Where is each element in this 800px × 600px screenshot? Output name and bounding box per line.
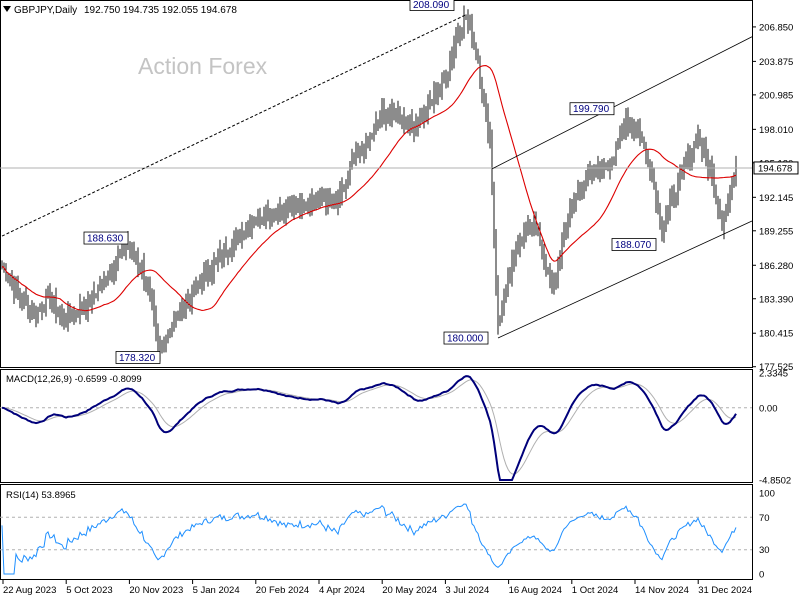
price-annotation-box — [443, 331, 489, 345]
price-tick-label: 177.525 — [759, 362, 793, 373]
chart-ohlc: 192.750 194.735 192.055 194.678 — [84, 5, 237, 16]
current-price-box — [753, 161, 799, 175]
price-tick-label: 189.255 — [759, 226, 793, 237]
price-annotation-box — [569, 102, 615, 116]
rsi-layer — [0, 503, 752, 575]
chart-symbol: GBPJPY,Daily — [14, 5, 77, 16]
macd-line — [1, 375, 737, 481]
price-tick-label: 186.280 — [759, 261, 793, 272]
price-tick-label: 180.415 — [759, 329, 793, 340]
date-tick-label: 14 Nov 2024 — [635, 585, 689, 596]
date-tick-label: 20 May 2024 — [382, 585, 437, 596]
rsi-panel-frame — [0, 484, 753, 580]
rsi-tick-label: 100 — [759, 489, 775, 500]
price-tick-label: 203.875 — [759, 57, 793, 68]
channel-upper-line — [491, 36, 753, 170]
current-price-label: 194.678 — [758, 163, 792, 174]
rsi-tick-label: 30 — [759, 545, 770, 556]
price-annotation-label: 180.000 — [447, 334, 484, 345]
macd-panel-frame — [0, 369, 753, 483]
date-tick-label: 31 Dec 2024 — [698, 585, 752, 596]
macd-tick-label: 0.00 — [759, 403, 778, 414]
date-tick-label: 5 Oct 2023 — [66, 585, 112, 596]
price-bars — [1, 5, 737, 362]
date-tick-label: 4 Apr 2024 — [319, 585, 365, 596]
axis-layer: 206.850203.875200.985198.010195.120192.1… — [2, 22, 799, 596]
date-tick-label: 20 Feb 2024 — [256, 585, 309, 596]
price-annotation-box — [611, 238, 657, 251]
macd-signal-line — [1, 379, 737, 475]
rsi-tick-label: 0 — [759, 570, 764, 581]
price-annotation-label: 208.090 — [413, 0, 450, 11]
macd-tick-label: 2.3345 — [759, 369, 788, 380]
price-tick-label: 198.010 — [759, 125, 793, 136]
date-tick-label: 5 Jan 2024 — [193, 585, 240, 596]
channel-lower-line — [497, 220, 753, 339]
price-tick-label: 192.145 — [759, 193, 793, 204]
macd-tick-label: -4.8502 — [759, 476, 791, 487]
macd-label: MACD(12,26,9) -0.6599 -0.8099 — [6, 374, 142, 385]
date-tick-label: 22 Aug 2023 — [3, 585, 56, 596]
price-tick-label: 200.985 — [759, 90, 793, 101]
watermark: Action Forex — [138, 53, 268, 79]
macd-layer — [0, 375, 752, 481]
rsi-tick-label: 70 — [759, 513, 770, 524]
price-tick-label: 183.390 — [759, 294, 793, 305]
rsi-line — [1, 503, 737, 575]
date-tick-label: 1 Oct 2024 — [572, 585, 618, 596]
collapse-triangle-icon[interactable] — [3, 6, 11, 12]
price-annotation-label: 178.320 — [119, 353, 156, 364]
price-annotation-label: 199.790 — [573, 104, 610, 115]
date-tick-label: 3 Jul 2024 — [445, 585, 489, 596]
label-layer: 208.090 180.000 199.790 188.070 188.630 178.3… — [83, 0, 657, 364]
date-tick-label: 16 Aug 2024 — [509, 585, 562, 596]
rsi-label: RSI(14) 53.8965 — [6, 490, 76, 501]
price-annotation-box — [115, 351, 161, 364]
price-overlays — [0, 14, 753, 339]
date-tick-label: 20 Nov 2023 — [129, 585, 183, 596]
long-term-trendline — [1, 14, 467, 237]
price-annotation-label: 188.630 — [87, 234, 124, 245]
price-annotation-label: 188.070 — [615, 240, 652, 251]
moving-average-line — [1, 65, 737, 312]
price-panel-frame — [0, 0, 753, 368]
price-annotation-box — [83, 231, 129, 245]
price-tick-label: 206.850 — [759, 22, 793, 33]
price-annotation-box — [409, 0, 455, 11]
